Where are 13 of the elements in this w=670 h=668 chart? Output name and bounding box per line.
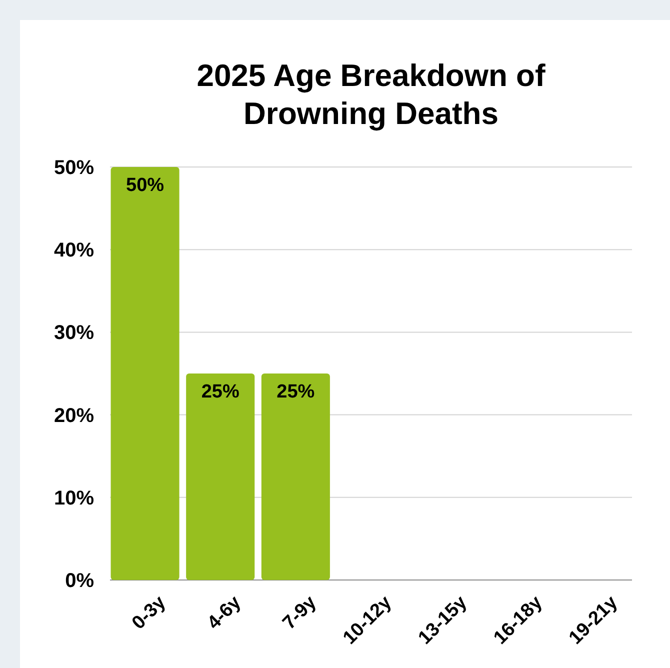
x-tick-label: 0-3y (128, 592, 170, 634)
x-tick-label: 4-6y (204, 592, 246, 634)
y-tick-label: 40% (54, 240, 94, 262)
y-tick-label: 10% (54, 487, 94, 510)
chart-title: 2025 Age Breakdown of Drowning Deaths (196, 58, 546, 131)
y-tick-label: 30% (54, 322, 94, 344)
y-tick-label: 0% (65, 570, 94, 592)
y-tick-label: 50% (54, 157, 94, 179)
data-label: 25% (201, 382, 240, 402)
data-label: 25% (276, 382, 315, 402)
y-tick-label: 20% (54, 404, 94, 427)
x-tick-label: 7-9y (278, 592, 321, 634)
data-label: 50% (126, 175, 164, 196)
